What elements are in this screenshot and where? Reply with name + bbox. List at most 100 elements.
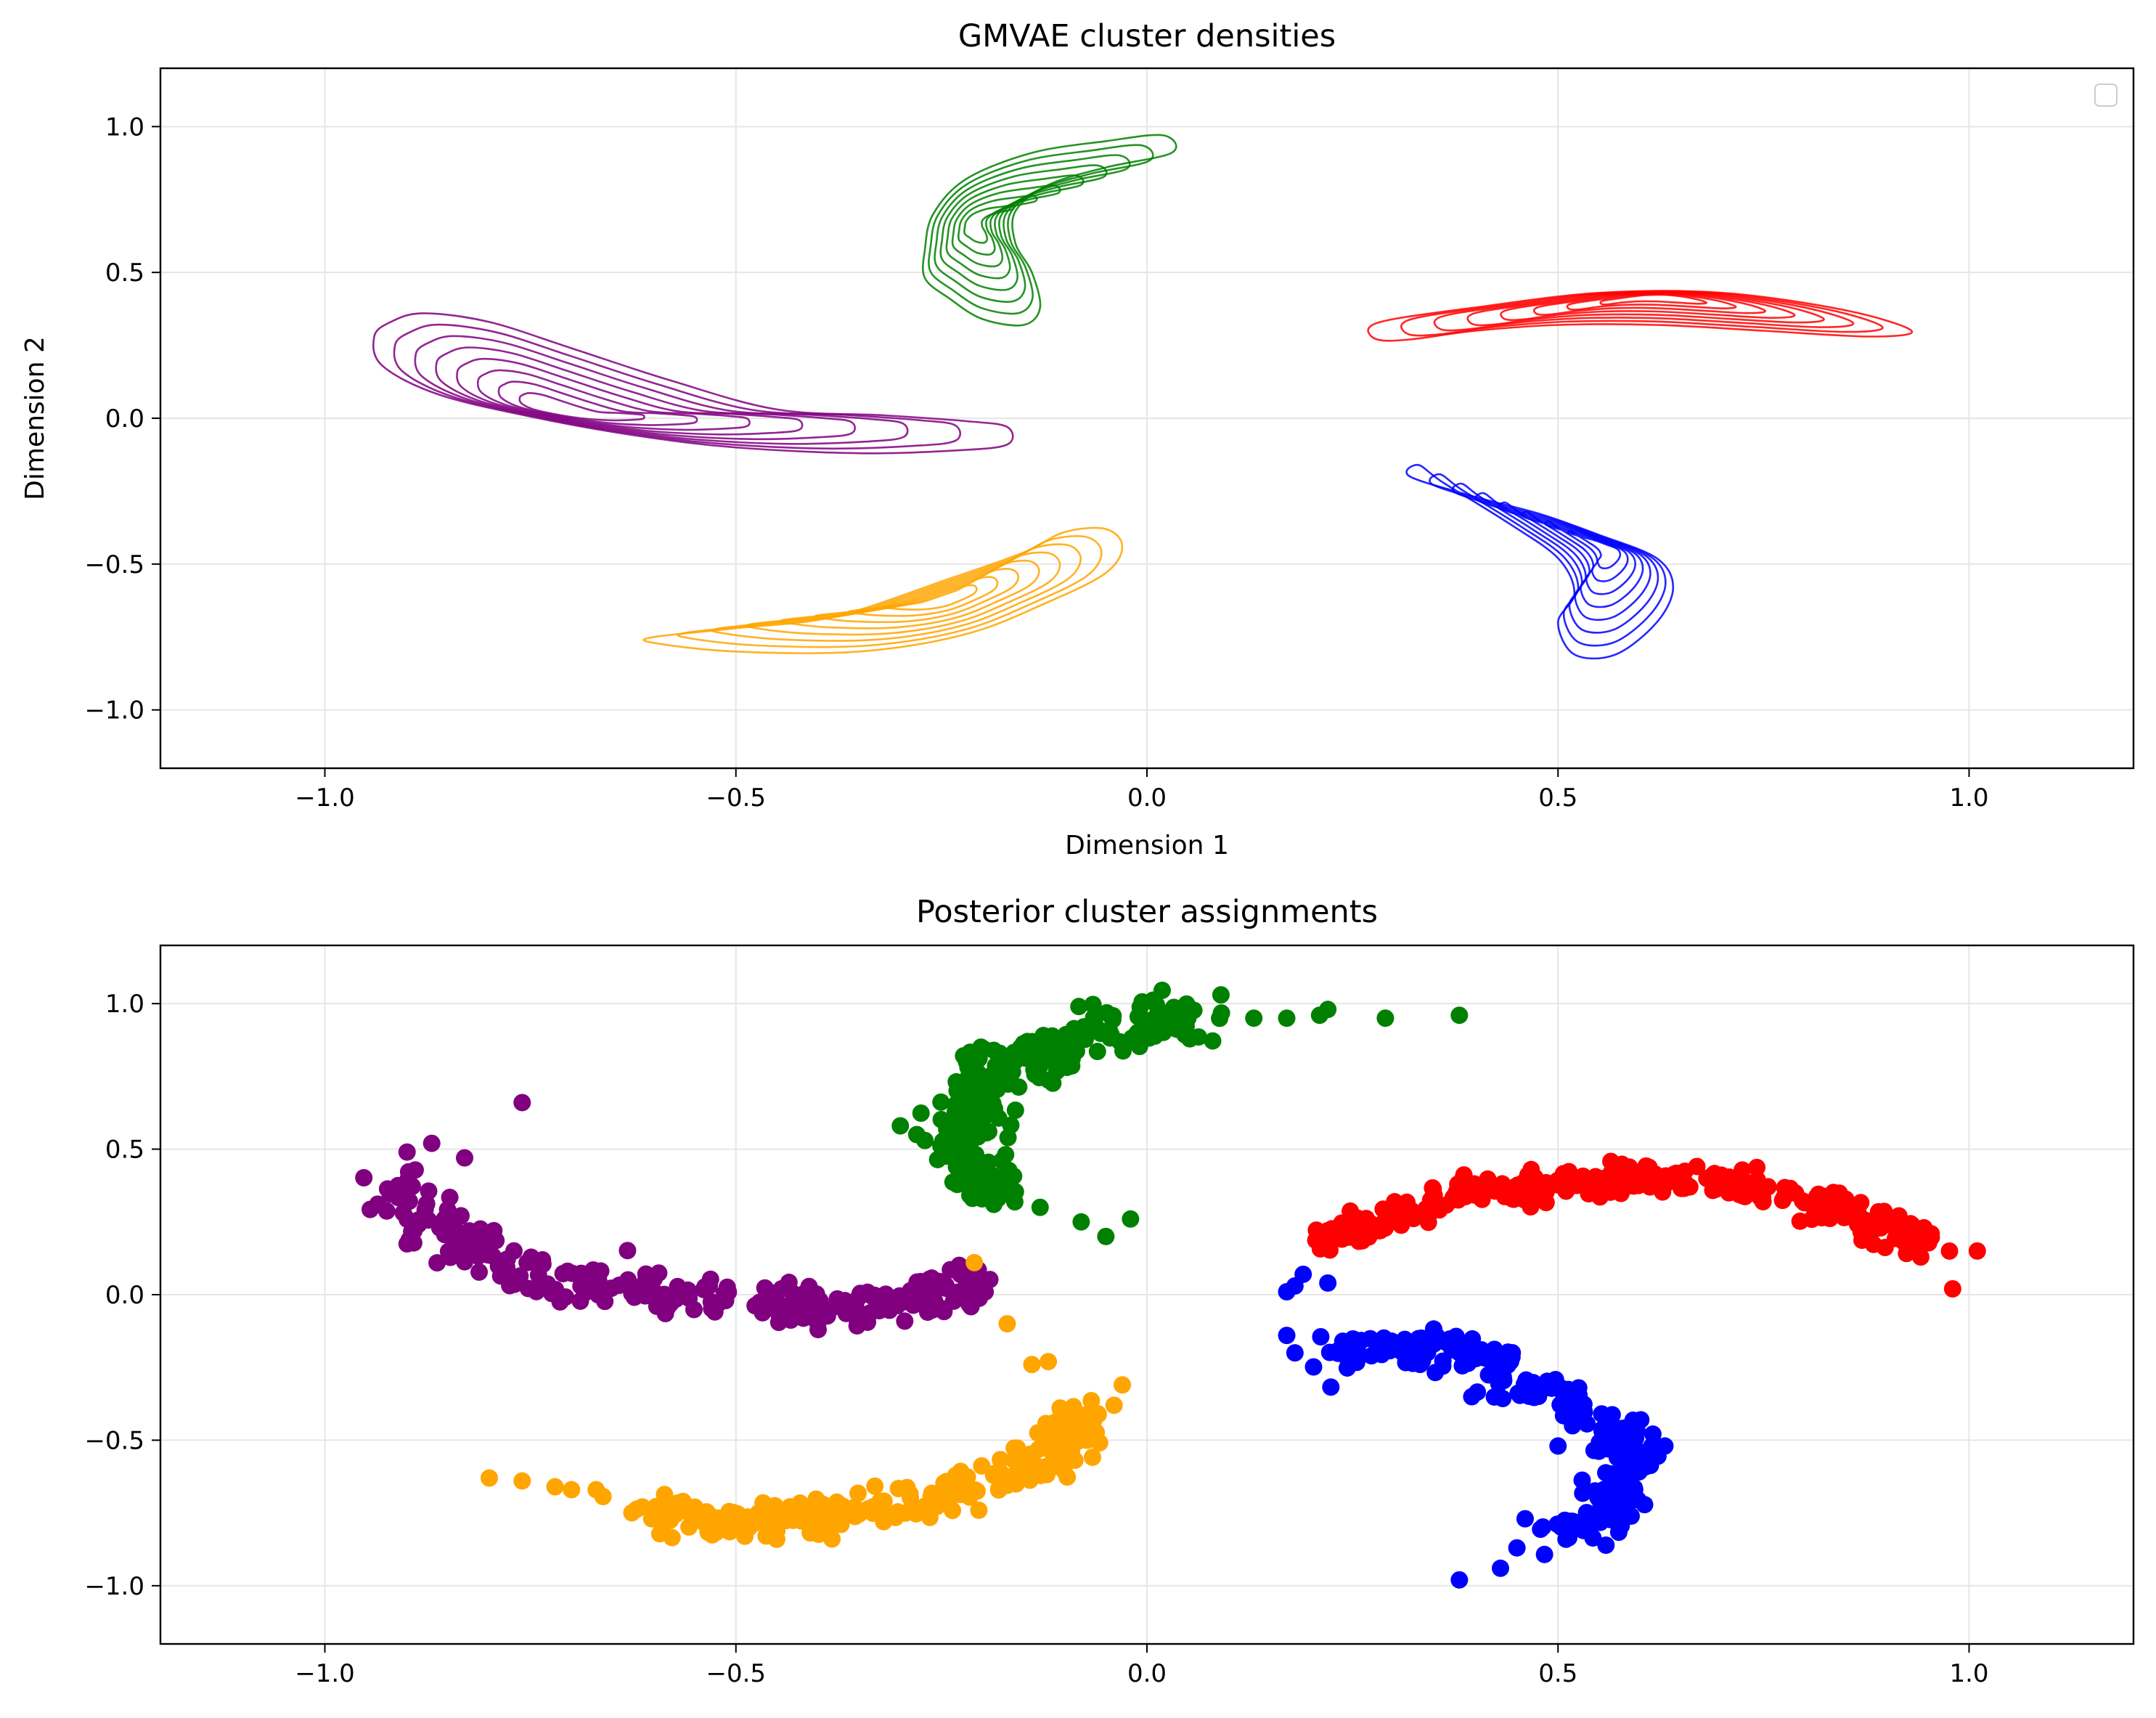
scatter-point-cluster-1 (944, 1173, 962, 1191)
scatter-point-cluster-1 (986, 1167, 1004, 1185)
contour-line-cluster-3 (1521, 510, 1636, 595)
scatter-point-cluster-3 (1597, 1536, 1615, 1554)
scatter-point-cluster-2 (1791, 1212, 1809, 1230)
scatter-point-cluster-0 (589, 1271, 608, 1290)
contour-line-cluster-0 (372, 312, 1014, 455)
scatter-point-cluster-3 (1607, 1419, 1625, 1437)
contour-line-cluster-0 (497, 380, 698, 426)
density-y-axis-label: Dimension 2 (20, 336, 50, 500)
scatter-point-cluster-0 (501, 1277, 519, 1295)
scatter-point-cluster-0 (795, 1285, 813, 1303)
scatter-point-cluster-4 (563, 1481, 581, 1499)
scatter-point-cluster-2 (1852, 1223, 1870, 1241)
contour-line-cluster-3 (1567, 529, 1622, 570)
scatter-point-cluster-0 (589, 1286, 608, 1304)
contour-line-cluster-2 (1466, 291, 1825, 327)
scatter-point-cluster-1 (1376, 1009, 1395, 1027)
contour-line-cluster-0 (456, 357, 804, 436)
contour-line-cluster-0 (393, 323, 962, 450)
x-tick-label: −1.0 (295, 783, 355, 813)
y-tick-label: 0.0 (105, 1281, 144, 1310)
scatter-point-cluster-2 (1866, 1210, 1884, 1229)
scatter-point-cluster-1 (932, 1093, 950, 1111)
scatter-point-cluster-2 (1522, 1198, 1540, 1216)
scatter-point-cluster-0 (836, 1292, 854, 1310)
scatter-point-cluster-3 (1374, 1339, 1392, 1357)
contour-line-cluster-0 (476, 369, 751, 431)
scatter-point-cluster-1 (1104, 1006, 1122, 1025)
contour-line-cluster-3 (1474, 492, 1651, 621)
scatter-point-cluster-1 (1180, 1030, 1199, 1048)
scatter-point-cluster-4 (998, 1476, 1016, 1494)
scatter-point-cluster-4 (970, 1501, 988, 1519)
y-tick-label: 0.0 (105, 404, 144, 433)
scatter-point-cluster-3 (1573, 1471, 1591, 1489)
scatter-point-cluster-3 (1493, 1356, 1511, 1375)
scatter-point-cluster-4 (1012, 1470, 1030, 1489)
x-tick-label: 1.0 (1949, 783, 1988, 813)
scatter-point-cluster-4 (759, 1520, 777, 1538)
scatter-point-cluster-0 (470, 1263, 489, 1281)
x-tick-label: 1.0 (1949, 1659, 1988, 1688)
scatter-point-cluster-3 (1516, 1510, 1534, 1528)
scatter-point-cluster-4 (865, 1497, 883, 1515)
scatter-point-cluster-3 (1463, 1388, 1481, 1406)
scatter-point-cluster-4 (481, 1469, 498, 1487)
scatter-point-cluster-2 (1386, 1193, 1404, 1211)
scatter-point-cluster-2 (1704, 1166, 1722, 1184)
scatter-point-cluster-3 (1563, 1395, 1581, 1413)
x-tick-label: 0.0 (1127, 1659, 1167, 1688)
scatter-point-cluster-0 (428, 1254, 446, 1272)
scatter-point-cluster-1 (993, 1152, 1011, 1170)
scatter-point-cluster-0 (923, 1289, 941, 1307)
scatter-point-cluster-0 (852, 1305, 870, 1323)
scatter-point-cluster-0 (399, 1163, 417, 1181)
scatter-point-cluster-1 (1034, 1035, 1053, 1054)
scatter-point-cluster-1 (1161, 1003, 1179, 1022)
y-tick-label: −0.5 (84, 1426, 144, 1455)
scatter-point-cluster-2 (1903, 1242, 1921, 1260)
scatter-point-cluster-4 (944, 1502, 962, 1520)
scatter-point-cluster-3 (1490, 1375, 1508, 1393)
scatter-point-cluster-1 (1204, 1032, 1222, 1050)
scatter-point-cluster-0 (377, 1202, 396, 1220)
x-tick-label: −0.5 (706, 783, 766, 813)
contour-line-cluster-4 (814, 568, 1020, 624)
scatter-point-cluster-4 (1036, 1458, 1054, 1476)
density-x-axis-label: Dimension 1 (1065, 831, 1229, 860)
scatter-point-cluster-2 (1968, 1242, 1986, 1260)
scatter-point-cluster-2 (1688, 1157, 1706, 1176)
scatter-point-cluster-4 (720, 1502, 738, 1520)
contour-line-cluster-2 (1400, 290, 1884, 337)
scatter-point-cluster-3 (1361, 1330, 1379, 1348)
scatter-point-cluster-1 (963, 1097, 981, 1115)
scatter-point-cluster-0 (772, 1279, 791, 1298)
scatter-point-cluster-0 (572, 1264, 590, 1282)
x-tick-label: 0.0 (1127, 783, 1167, 813)
scatter-point-cluster-0 (647, 1288, 665, 1306)
scatter-point-cluster-2 (1319, 1221, 1337, 1239)
scatter-point-cluster-0 (746, 1297, 764, 1315)
scatter-point-cluster-0 (896, 1312, 914, 1330)
scatter-point-cluster-3 (1624, 1411, 1642, 1429)
scatter-point-cluster-3 (1467, 1343, 1485, 1361)
scatter-point-cluster-1 (1278, 1009, 1296, 1027)
scatter-point-cluster-1 (975, 1040, 993, 1058)
scatter-point-cluster-1 (1010, 1078, 1028, 1096)
scatter-point-cluster-0 (409, 1210, 428, 1229)
density-contours (372, 134, 1914, 660)
scatter-point-cluster-1 (988, 1182, 1006, 1200)
scatter-point-cluster-1 (946, 1102, 964, 1120)
contour-line-cluster-2 (1500, 292, 1796, 322)
scatter-point-cluster-0 (571, 1292, 589, 1310)
scatter-point-cluster-1 (999, 1128, 1017, 1147)
scatter-point-cluster-0 (398, 1143, 416, 1161)
scatter-point-cluster-0 (422, 1134, 441, 1152)
scatter-point-cluster-4 (973, 1457, 991, 1475)
scatter-point-cluster-2 (1730, 1185, 1748, 1203)
scatter-point-cluster-0 (632, 1278, 650, 1296)
scatter-point-cluster-0 (430, 1218, 449, 1237)
scatter-point-cluster-1 (955, 1047, 973, 1065)
scatter-point-cluster-1 (1055, 1054, 1074, 1072)
scatter-point-cluster-3 (1312, 1327, 1330, 1346)
